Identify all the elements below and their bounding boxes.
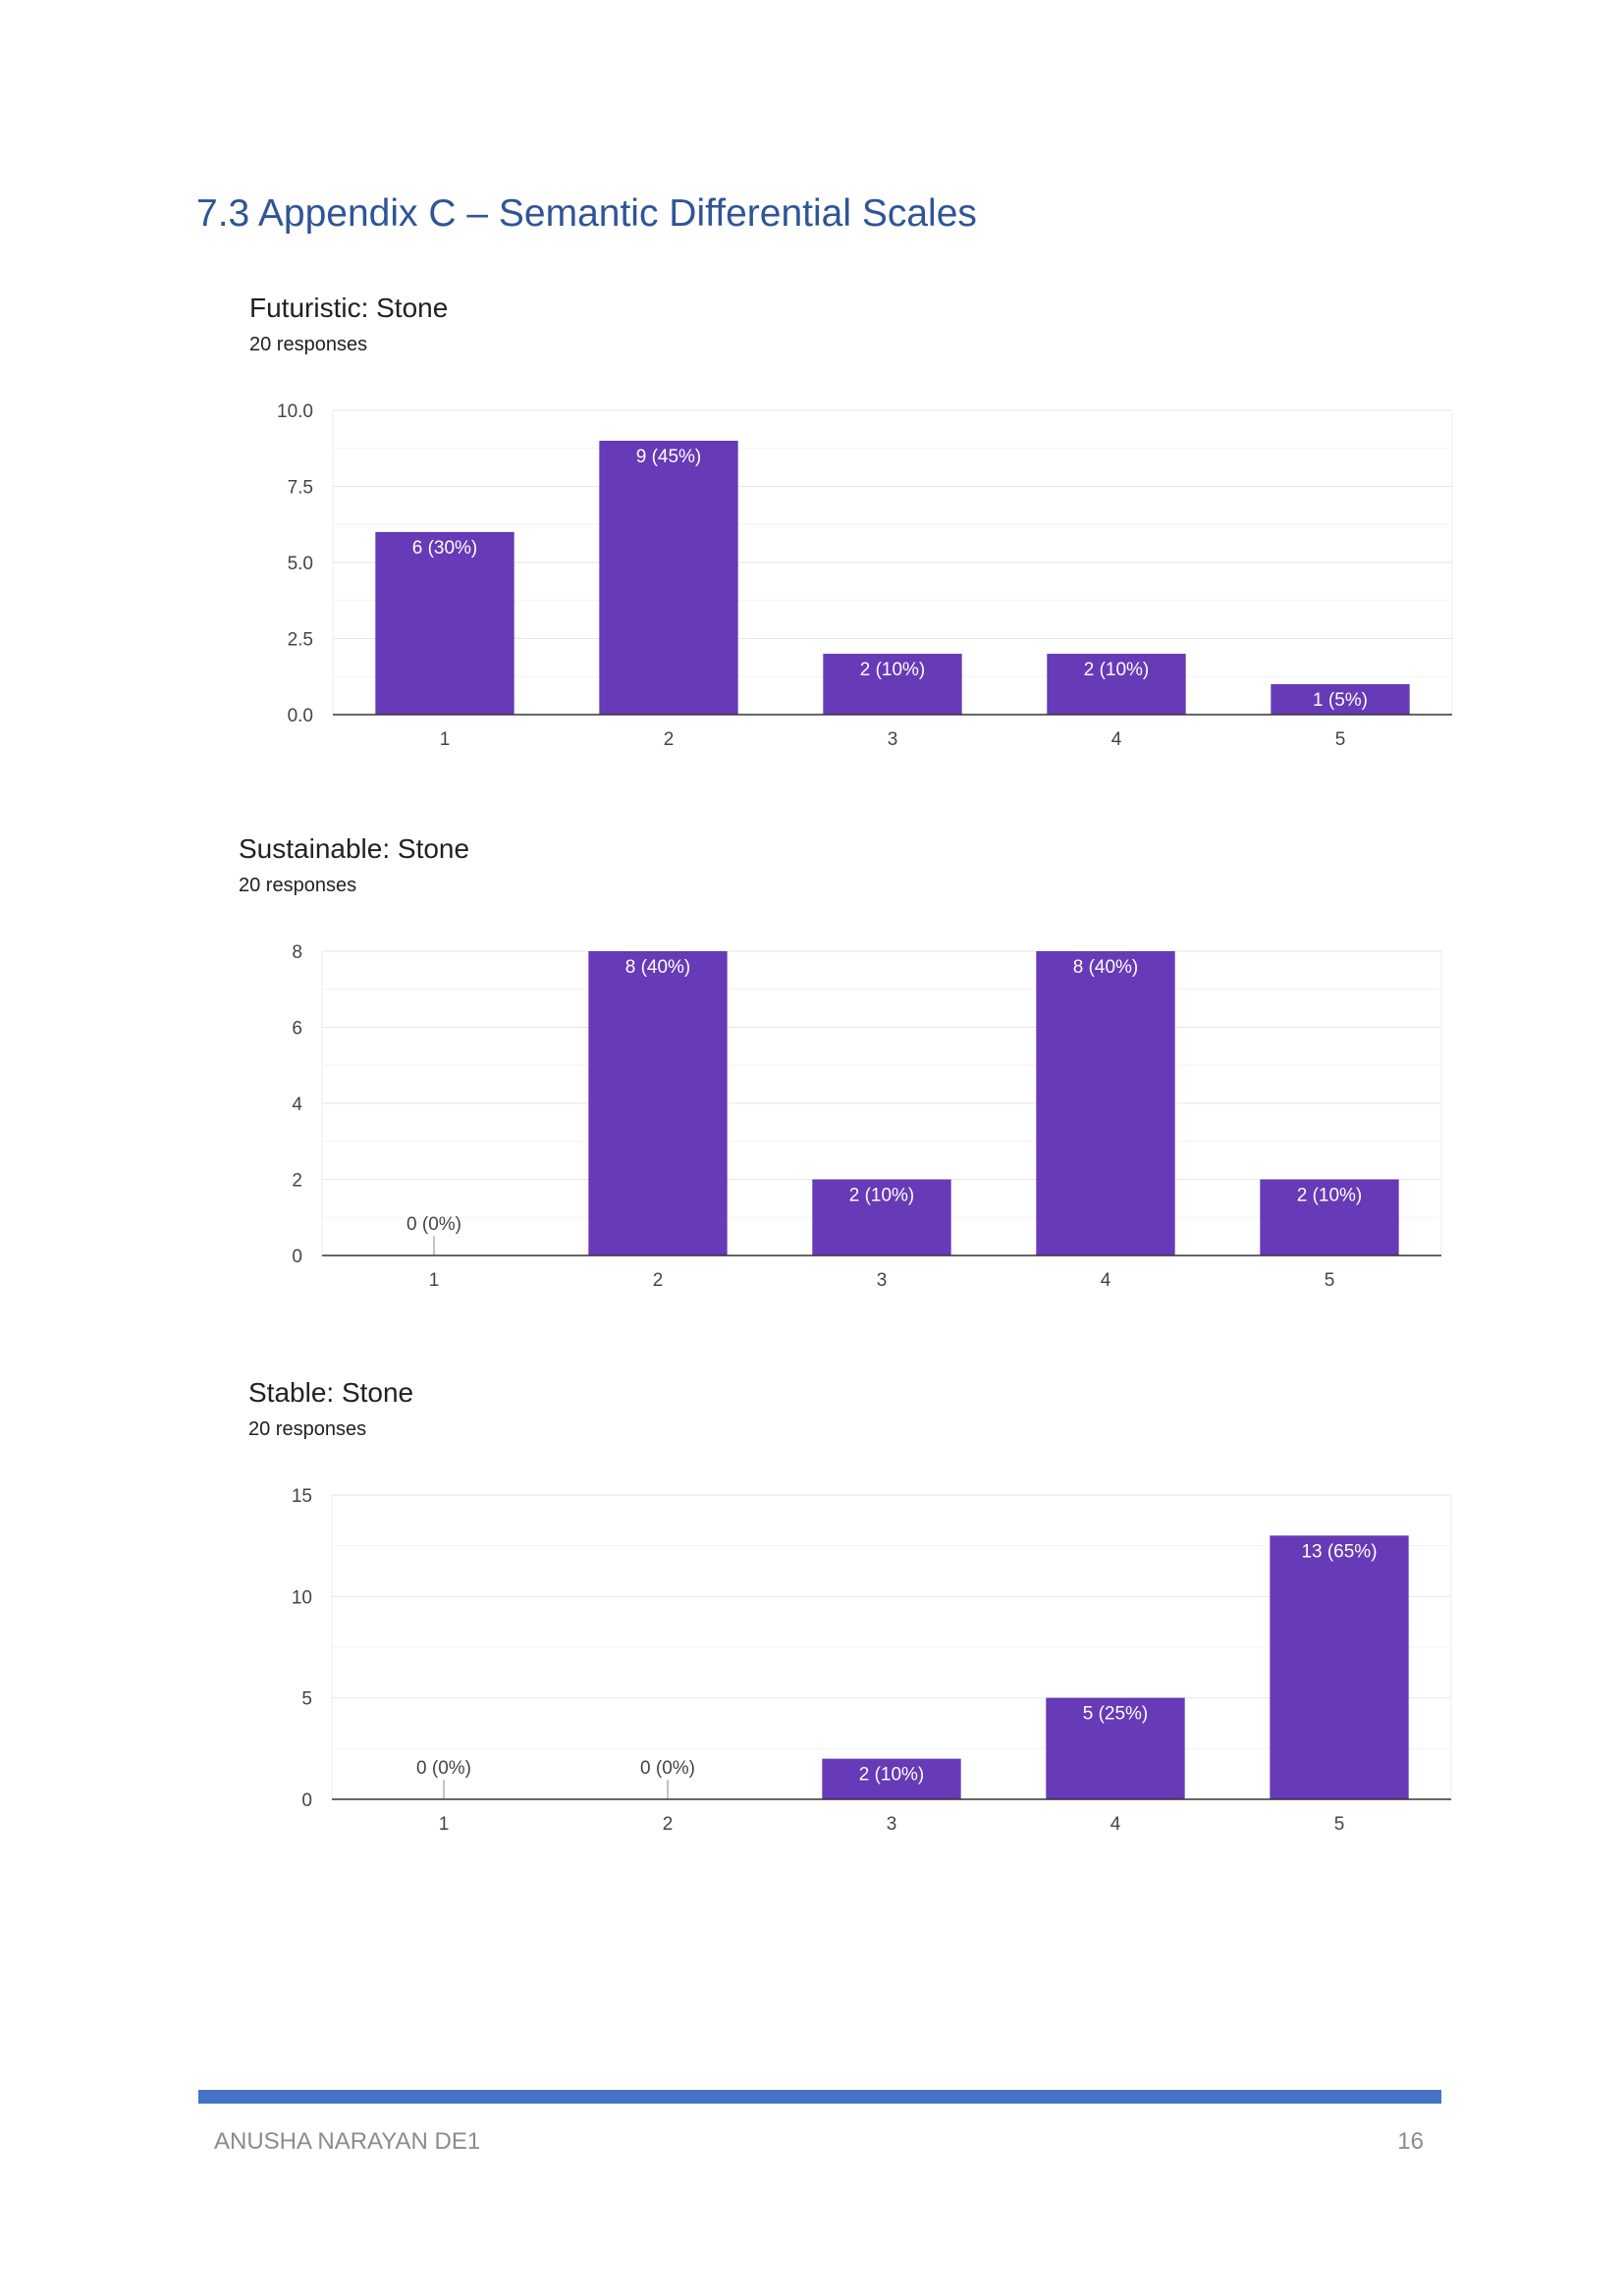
chart-plot: 0.0 2.5 5.0 7.5 10.0 6 (30%) 1 9 (45%) 2 2 (10%) 3… [277, 401, 1453, 750]
bar [588, 951, 728, 1255]
chart-title: Stable: Stone [248, 1377, 414, 1408]
footer-page-number: 16 [1397, 2128, 1424, 2155]
y-tick-label: 4 [292, 1095, 302, 1115]
x-tick-label: 1 [440, 729, 451, 750]
bar-data-label: 2 (10%) [849, 1186, 915, 1206]
x-tick-label: 1 [429, 1270, 440, 1291]
bar-data-label: 13 (65%) [1301, 1541, 1377, 1562]
x-tick-label: 5 [1334, 1814, 1345, 1835]
y-tick-label: 8 [292, 942, 302, 963]
bar-data-label: 1 (5%) [1313, 690, 1368, 711]
bar [1270, 1535, 1409, 1799]
bar-data-label: 9 (45%) [636, 447, 702, 467]
y-tick-label: 0 [292, 1247, 302, 1267]
x-tick-label: 5 [1325, 1270, 1335, 1291]
x-tick-label: 4 [1101, 1270, 1111, 1291]
x-tick-label: 2 [663, 1814, 674, 1835]
chart-plot: 0 2 4 6 8 0 (0%) 1 8 (40%) 2 2 (10%) 3 8 (40%) 4 2 (1… [292, 942, 1442, 1291]
x-tick-label: 2 [664, 729, 675, 750]
bar-data-label: 0 (0%) [416, 1758, 471, 1779]
bar [1047, 654, 1186, 715]
bar-data-label: 5 (25%) [1083, 1704, 1149, 1725]
footer-author: ANUSHA NARAYAN DE1 [214, 2128, 481, 2155]
y-tick-label: 15 [292, 1486, 312, 1507]
bar-data-label: 0 (0%) [640, 1758, 695, 1779]
bar-data-label: 2 (10%) [859, 1765, 925, 1786]
bar-data-label: 2 (10%) [1297, 1186, 1363, 1206]
chart-sustainable-stone: Sustainable: Stone 20 responses 0 2 4 6 8 0 (… [239, 833, 1446, 1295]
y-tick-label: 0 [301, 1790, 312, 1811]
bar [599, 441, 738, 715]
bar [1260, 1179, 1399, 1255]
bar-data-label: 0 (0%) [406, 1214, 461, 1235]
bar-data-label: 6 (30%) [412, 538, 478, 559]
x-tick-label: 1 [439, 1814, 450, 1835]
x-tick-label: 3 [888, 729, 898, 750]
y-tick-label: 10.0 [277, 401, 313, 422]
y-tick-label: 6 [292, 1019, 302, 1040]
x-tick-label: 3 [887, 1814, 897, 1835]
bar [1036, 951, 1175, 1255]
y-tick-label: 2.5 [288, 630, 313, 651]
bar [822, 1758, 961, 1799]
chart-futuristic-stone: Futuristic: Stone 20 responses 0.0 2.5 5.0… [249, 293, 1457, 754]
bar-data-label: 2 (10%) [1084, 660, 1150, 680]
bar [823, 654, 962, 715]
bar [375, 532, 514, 715]
section-heading: 7.3 Appendix C – Semantic Differential S… [196, 192, 977, 235]
x-tick-label: 3 [877, 1270, 888, 1291]
bar-data-label: 8 (40%) [1073, 957, 1139, 978]
y-tick-label: 7.5 [288, 478, 313, 499]
y-tick-label: 2 [292, 1171, 302, 1192]
y-tick-label: 5 [301, 1689, 312, 1710]
bar [1046, 1697, 1185, 1799]
x-tick-label: 4 [1111, 729, 1122, 750]
bar [1271, 684, 1410, 715]
chart-response-count: 20 responses [249, 334, 368, 355]
bar [812, 1179, 951, 1255]
x-tick-label: 2 [653, 1270, 664, 1291]
footer-divider-bar [198, 2090, 1441, 2104]
chart-response-count: 20 responses [248, 1418, 367, 1440]
x-tick-label: 4 [1110, 1814, 1121, 1835]
bar-data-label: 8 (40%) [625, 957, 691, 978]
y-tick-label: 0.0 [288, 706, 313, 726]
chart-stable-stone: Stable: Stone 20 responses 0 5 10 15 0 (0%) 1… [248, 1377, 1456, 1839]
chart-plot: 0 5 10 15 0 (0%) 1 0 (0%) 2 2 (10%) 3 5 (25%) 4 13 (… [292, 1486, 1452, 1835]
y-tick-label: 5.0 [288, 554, 313, 574]
chart-response-count: 20 responses [239, 875, 357, 896]
chart-title: Sustainable: Stone [239, 833, 470, 864]
x-tick-label: 5 [1335, 729, 1346, 750]
bar-data-label: 2 (10%) [860, 660, 926, 680]
y-tick-label: 10 [292, 1587, 312, 1608]
chart-title: Futuristic: Stone [249, 293, 449, 323]
